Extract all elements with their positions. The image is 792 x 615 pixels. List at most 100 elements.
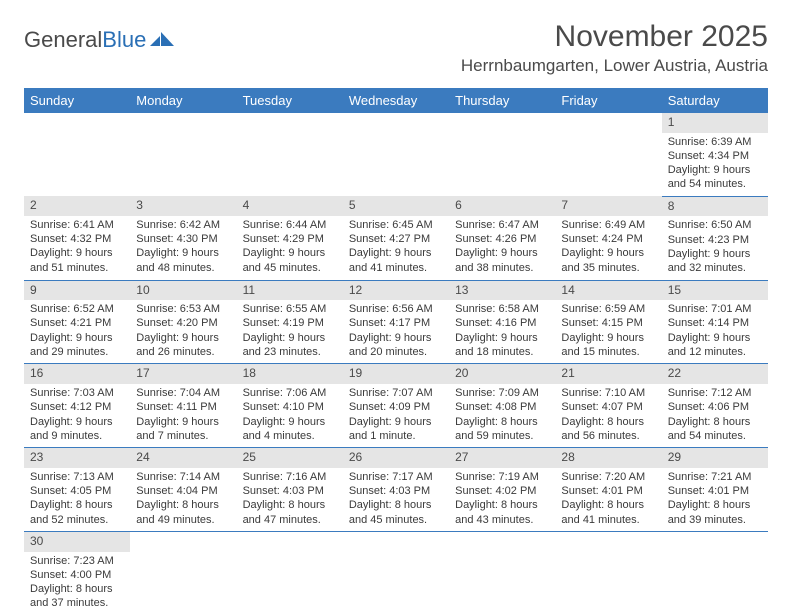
day-details: Sunrise: 7:01 AMSunset: 4:14 PMDaylight:… [662,300,768,363]
day-details: Sunrise: 7:20 AMSunset: 4:01 PMDaylight:… [555,468,661,531]
calendar-cell [555,531,661,614]
calendar-row: 16Sunrise: 7:03 AMSunset: 4:12 PMDayligh… [24,364,768,448]
day-number: 23 [24,448,130,468]
daylight-text: Daylight: 8 hours [561,415,655,429]
weekday-header: Monday [130,88,236,113]
sunrise-text: Sunrise: 6:44 AM [243,218,337,232]
day-number: 19 [343,364,449,384]
daylight-text: and 48 minutes. [136,261,230,275]
daylight-text: Daylight: 8 hours [349,498,443,512]
sunset-text: Sunset: 4:24 PM [561,232,655,246]
sunset-text: Sunset: 4:26 PM [455,232,549,246]
sunset-text: Sunset: 4:15 PM [561,316,655,330]
day-number: 27 [449,448,555,468]
daylight-text: Daylight: 9 hours [668,163,762,177]
day-number: 1 [662,113,768,133]
weekday-header: Tuesday [237,88,343,113]
calendar-cell: 27Sunrise: 7:19 AMSunset: 4:02 PMDayligh… [449,448,555,532]
calendar-cell: 16Sunrise: 7:03 AMSunset: 4:12 PMDayligh… [24,364,130,448]
month-title: November 2025 [461,20,768,54]
calendar-cell [130,113,236,196]
daylight-text: Daylight: 9 hours [243,246,337,260]
sunset-text: Sunset: 4:27 PM [349,232,443,246]
sunrise-text: Sunrise: 7:16 AM [243,470,337,484]
daylight-text: and 32 minutes. [668,261,762,275]
day-number: 17 [130,364,236,384]
sunrise-text: Sunrise: 6:47 AM [455,218,549,232]
daylight-text: Daylight: 9 hours [349,415,443,429]
sunrise-text: Sunrise: 7:01 AM [668,302,762,316]
sunset-text: Sunset: 4:16 PM [455,316,549,330]
calendar-cell [449,531,555,614]
sunrise-text: Sunrise: 6:42 AM [136,218,230,232]
sunrise-text: Sunrise: 7:03 AM [30,386,124,400]
day-number: 26 [343,448,449,468]
daylight-text: Daylight: 9 hours [30,415,124,429]
calendar-cell: 8Sunrise: 6:50 AMSunset: 4:23 PMDaylight… [662,196,768,280]
sunrise-text: Sunrise: 6:55 AM [243,302,337,316]
sunset-text: Sunset: 4:29 PM [243,232,337,246]
daylight-text: and 26 minutes. [136,345,230,359]
sunset-text: Sunset: 4:12 PM [30,400,124,414]
day-details: Sunrise: 7:14 AMSunset: 4:04 PMDaylight:… [130,468,236,531]
calendar-cell: 14Sunrise: 6:59 AMSunset: 4:15 PMDayligh… [555,280,661,364]
daylight-text: and 41 minutes. [561,513,655,527]
weekday-header: Friday [555,88,661,113]
sunrise-text: Sunrise: 6:53 AM [136,302,230,316]
day-number: 18 [237,364,343,384]
daylight-text: Daylight: 9 hours [136,331,230,345]
sunset-text: Sunset: 4:06 PM [668,400,762,414]
daylight-text: and 41 minutes. [349,261,443,275]
sunrise-text: Sunrise: 6:45 AM [349,218,443,232]
sunrise-text: Sunrise: 7:19 AM [455,470,549,484]
title-block: November 2025 Herrnbaumgarten, Lower Aus… [461,20,768,76]
day-details: Sunrise: 6:53 AMSunset: 4:20 PMDaylight:… [130,300,236,363]
daylight-text: and 39 minutes. [668,513,762,527]
day-number: 29 [662,448,768,468]
daylight-text: Daylight: 9 hours [136,246,230,260]
sunset-text: Sunset: 4:09 PM [349,400,443,414]
weekday-header: Wednesday [343,88,449,113]
daylight-text: Daylight: 9 hours [455,246,549,260]
daylight-text: and 56 minutes. [561,429,655,443]
calendar-cell [237,113,343,196]
day-details: Sunrise: 6:56 AMSunset: 4:17 PMDaylight:… [343,300,449,363]
day-number: 10 [130,281,236,301]
calendar-cell: 18Sunrise: 7:06 AMSunset: 4:10 PMDayligh… [237,364,343,448]
sunset-text: Sunset: 4:01 PM [668,484,762,498]
sunset-text: Sunset: 4:11 PM [136,400,230,414]
calendar-cell [24,113,130,196]
calendar-cell: 3Sunrise: 6:42 AMSunset: 4:30 PMDaylight… [130,196,236,280]
daylight-text: Daylight: 9 hours [243,331,337,345]
sunset-text: Sunset: 4:23 PM [668,233,762,247]
sunrise-text: Sunrise: 7:04 AM [136,386,230,400]
daylight-text: and 15 minutes. [561,345,655,359]
calendar-cell: 11Sunrise: 6:55 AMSunset: 4:19 PMDayligh… [237,280,343,364]
day-number: 8 [662,197,768,217]
day-details: Sunrise: 7:21 AMSunset: 4:01 PMDaylight:… [662,468,768,531]
sunset-text: Sunset: 4:10 PM [243,400,337,414]
day-details: Sunrise: 6:45 AMSunset: 4:27 PMDaylight:… [343,216,449,279]
day-number: 5 [343,196,449,216]
day-number: 21 [555,364,661,384]
calendar-cell: 1Sunrise: 6:39 AMSunset: 4:34 PMDaylight… [662,113,768,196]
day-details: Sunrise: 7:23 AMSunset: 4:00 PMDaylight:… [24,552,130,615]
daylight-text: and 20 minutes. [349,345,443,359]
weekday-header-row: Sunday Monday Tuesday Wednesday Thursday… [24,88,768,113]
sunset-text: Sunset: 4:34 PM [668,149,762,163]
calendar-cell [237,531,343,614]
calendar-row: 30Sunrise: 7:23 AMSunset: 4:00 PMDayligh… [24,531,768,614]
day-details: Sunrise: 7:07 AMSunset: 4:09 PMDaylight:… [343,384,449,447]
daylight-text: Daylight: 9 hours [349,246,443,260]
day-number: 12 [343,281,449,301]
calendar-cell: 21Sunrise: 7:10 AMSunset: 4:07 PMDayligh… [555,364,661,448]
calendar-cell [343,113,449,196]
sunrise-text: Sunrise: 6:41 AM [30,218,124,232]
day-details: Sunrise: 7:16 AMSunset: 4:03 PMDaylight:… [237,468,343,531]
day-number: 13 [449,281,555,301]
sunrise-text: Sunrise: 6:52 AM [30,302,124,316]
day-details: Sunrise: 7:06 AMSunset: 4:10 PMDaylight:… [237,384,343,447]
sunset-text: Sunset: 4:20 PM [136,316,230,330]
day-number: 2 [24,196,130,216]
sunrise-text: Sunrise: 7:06 AM [243,386,337,400]
